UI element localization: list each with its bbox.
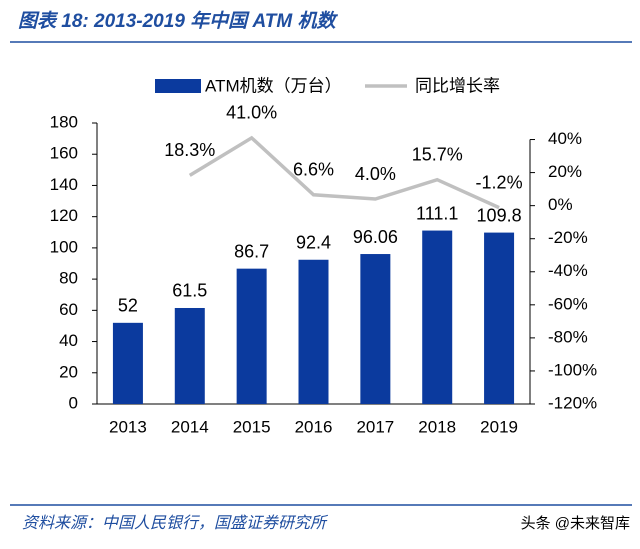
y2-tick-label: 0%	[548, 195, 573, 214]
line-value-label: 15.7%	[412, 144, 463, 164]
y-tick-label: 140	[50, 175, 78, 194]
y2-tick-label: -80%	[548, 327, 588, 346]
y-tick-label: 40	[59, 331, 78, 350]
bar-value-label: 109.8	[477, 205, 522, 225]
bar-value-label: 92.4	[296, 233, 331, 253]
bar	[298, 259, 329, 404]
bar	[174, 307, 205, 404]
x-tick-label: 2016	[295, 417, 333, 436]
y2-tick-label: -20%	[548, 228, 588, 247]
bar	[484, 232, 515, 404]
x-tick-label: 2017	[356, 417, 394, 436]
y-tick-label: 100	[50, 237, 78, 256]
y2-tick-label: -120%	[548, 393, 597, 412]
legend-swatch	[155, 79, 201, 93]
line-value-label: 6.6%	[293, 159, 334, 179]
y-tick-label: 160	[50, 144, 78, 163]
y2-tick-label: -100%	[548, 360, 597, 379]
y2-tick-label: -40%	[548, 261, 588, 280]
x-tick-label: 2018	[418, 417, 456, 436]
x-tick-label: 2019	[480, 417, 518, 436]
line-value-label: -1.2%	[476, 172, 523, 192]
legend-label: 同比增长率	[415, 76, 500, 95]
y2-tick-label: 40%	[548, 129, 582, 148]
line-value-label: 41.0%	[226, 103, 277, 123]
legend-label: ATM机数（万台）	[205, 76, 342, 95]
line-value-label: 18.3%	[164, 140, 215, 160]
source: 资料来源：中国人民银行，国盛证券研究所	[22, 514, 329, 532]
chart-title: 图表 18: 2013-2019 年中国 ATM 机数	[18, 10, 338, 32]
watermark: 头条 @未来智库	[521, 514, 630, 532]
bar-value-label: 111.1	[416, 203, 458, 223]
y-tick-label: 0	[69, 393, 78, 412]
y-tick-label: 80	[59, 269, 78, 288]
x-tick-label: 2013	[109, 417, 147, 436]
x-tick-label: 2015	[233, 417, 271, 436]
bar	[360, 254, 391, 404]
bar	[422, 230, 453, 404]
y-tick-label: 60	[59, 300, 78, 319]
y-tick-label: 120	[50, 206, 78, 225]
bar-value-label: 96.06	[353, 227, 398, 247]
bar-value-label: 61.5	[172, 281, 207, 301]
line-value-label: 4.0%	[355, 164, 396, 184]
bar-value-label: 52	[118, 296, 138, 316]
growth-line	[188, 135, 500, 210]
y-tick-label: 180	[50, 112, 78, 131]
y-tick-label: 20	[59, 362, 78, 381]
y2-tick-label: -60%	[548, 294, 588, 313]
bar	[236, 268, 267, 404]
bar-value-label: 86.7	[234, 241, 269, 261]
y2-tick-label: 20%	[548, 162, 582, 181]
x-tick-label: 2014	[171, 417, 209, 436]
bar	[112, 322, 143, 404]
